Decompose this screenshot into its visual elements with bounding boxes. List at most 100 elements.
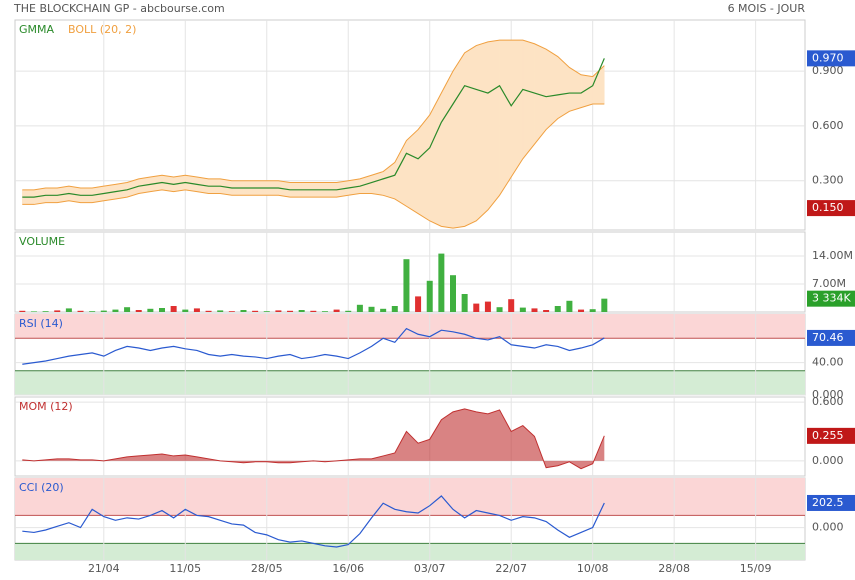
- panel-title: RSI (14): [19, 317, 63, 330]
- x-tick-label: 15/09: [740, 562, 772, 575]
- y-tick-label: 40.00: [812, 356, 844, 369]
- x-tick-label: 28/05: [251, 562, 283, 575]
- bar: [554, 306, 561, 312]
- y-tick-label: 0.300: [812, 174, 844, 187]
- value-label: 0.255: [812, 429, 844, 442]
- x-tick-label: 03/07: [414, 562, 446, 575]
- bar: [112, 309, 119, 312]
- boll-lower: [22, 103, 605, 229]
- bar: [77, 310, 84, 312]
- x-tick-label: 21/04: [88, 562, 120, 575]
- value-label: 70.46: [812, 331, 844, 344]
- lower-zone: [15, 370, 805, 395]
- boll-band: [522, 39, 535, 160]
- legend-entry: GMMA: [19, 23, 55, 36]
- bar: [65, 308, 72, 312]
- boll-band: [441, 71, 454, 229]
- bar: [182, 309, 189, 312]
- bar: [496, 307, 503, 312]
- bar: [368, 306, 375, 312]
- bar: [519, 307, 526, 312]
- bar: [147, 308, 154, 312]
- bar: [252, 310, 259, 312]
- bar: [531, 308, 538, 312]
- bar: [240, 310, 247, 312]
- value-box: [807, 200, 855, 217]
- period: 6 MOIS - JOUR: [728, 2, 806, 15]
- boll-band: [476, 41, 489, 222]
- bar: [170, 306, 177, 312]
- bar: [450, 275, 456, 312]
- bar: [403, 259, 410, 312]
- bar: [124, 307, 131, 312]
- bar: [310, 310, 317, 312]
- bar: [42, 311, 49, 312]
- value-label: 202.5: [812, 496, 844, 509]
- bar: [54, 310, 61, 312]
- value-box: [807, 50, 855, 67]
- bar: [275, 310, 282, 312]
- bar: [484, 301, 491, 312]
- bar: [100, 310, 107, 312]
- bar: [19, 310, 26, 312]
- x-tick-label: 11/05: [169, 562, 201, 575]
- bar: [356, 304, 363, 312]
- bar: [380, 308, 387, 312]
- x-tick-label: 28/08: [658, 562, 690, 575]
- boll-band: [545, 48, 559, 131]
- bar: [415, 296, 422, 312]
- x-tick-label: 10/08: [577, 562, 609, 575]
- bar: [438, 253, 445, 312]
- bar: [298, 310, 305, 312]
- bar: [345, 310, 352, 312]
- boll-upper: [22, 39, 605, 191]
- boll-band: [406, 128, 419, 215]
- y-tick-label: 0.000: [812, 454, 844, 467]
- y-tick-label: 0.000: [812, 388, 844, 401]
- panel-title: MOM (12): [19, 400, 73, 413]
- bar: [159, 308, 165, 312]
- bar: [89, 311, 96, 312]
- bar: [578, 309, 585, 312]
- value-label: 3 334K: [812, 292, 851, 305]
- legend-entry: BOLL (20, 2): [68, 23, 136, 36]
- value-label: 0.150: [812, 201, 844, 214]
- y-tick-label: 14.00M: [812, 249, 853, 262]
- upper-zone: [15, 478, 805, 516]
- bar: [228, 311, 235, 312]
- boll-band: [429, 92, 442, 227]
- lower-zone: [15, 543, 805, 560]
- boll-band: [464, 45, 477, 227]
- boll-band: [580, 74, 593, 108]
- panel-title: VOLUME: [19, 235, 65, 248]
- value-box: [807, 329, 855, 346]
- upper-zone: [15, 314, 805, 339]
- panel: [14, 231, 806, 313]
- bar: [391, 306, 398, 312]
- bar: [601, 298, 608, 312]
- bar: [543, 310, 550, 312]
- y-tick-label: 7.00M: [812, 277, 846, 290]
- bar: [589, 309, 596, 312]
- chart-title: THE BLOCKCHAIN GP - abcbourse.com: [13, 2, 225, 15]
- boll-band: [487, 39, 500, 211]
- boll-band: [417, 114, 430, 222]
- value-box: [807, 427, 855, 444]
- boll-band: [510, 39, 524, 178]
- bar: [508, 299, 515, 312]
- bar: [217, 310, 224, 312]
- area: [22, 408, 605, 469]
- x-tick-label: 22/07: [495, 562, 527, 575]
- boll-band: [499, 39, 512, 197]
- bar: [566, 300, 573, 312]
- x-tick-label: 16/06: [332, 562, 364, 575]
- panel-title: CCI (20): [19, 481, 64, 494]
- bar: [473, 303, 480, 312]
- y-tick-label: 0.600: [812, 395, 844, 408]
- y-tick-label: 0.000: [812, 521, 844, 534]
- bar: [205, 310, 212, 312]
- bar: [263, 311, 270, 312]
- value-label: 0.970: [812, 51, 844, 64]
- value-box: [807, 290, 855, 307]
